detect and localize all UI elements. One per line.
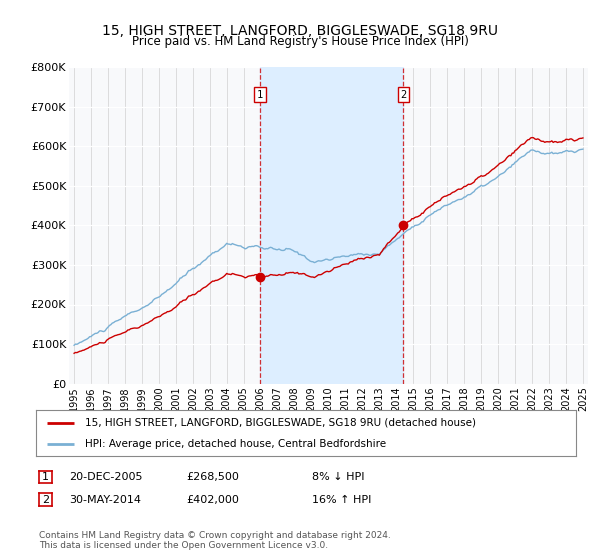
- Text: 2: 2: [42, 494, 49, 505]
- Text: HPI: Average price, detached house, Central Bedfordshire: HPI: Average price, detached house, Cent…: [85, 439, 386, 449]
- Text: 30-MAY-2014: 30-MAY-2014: [69, 494, 141, 505]
- Text: 15, HIGH STREET, LANGFORD, BIGGLESWADE, SG18 9RU (detached house): 15, HIGH STREET, LANGFORD, BIGGLESWADE, …: [85, 418, 476, 428]
- Text: 1: 1: [42, 472, 49, 482]
- Text: 8% ↓ HPI: 8% ↓ HPI: [312, 472, 365, 482]
- Text: £268,500: £268,500: [186, 472, 239, 482]
- Text: £402,000: £402,000: [186, 494, 239, 505]
- Bar: [260, 67, 403, 384]
- Text: 20-DEC-2005: 20-DEC-2005: [69, 472, 143, 482]
- Text: Price paid vs. HM Land Registry's House Price Index (HPI): Price paid vs. HM Land Registry's House …: [131, 35, 469, 48]
- Text: 15, HIGH STREET, LANGFORD, BIGGLESWADE, SG18 9RU: 15, HIGH STREET, LANGFORD, BIGGLESWADE, …: [102, 24, 498, 38]
- Text: Contains HM Land Registry data © Crown copyright and database right 2024.
This d: Contains HM Land Registry data © Crown c…: [39, 531, 391, 550]
- Text: 2: 2: [400, 90, 407, 100]
- Text: 16% ↑ HPI: 16% ↑ HPI: [312, 494, 371, 505]
- Text: 1: 1: [257, 90, 263, 100]
